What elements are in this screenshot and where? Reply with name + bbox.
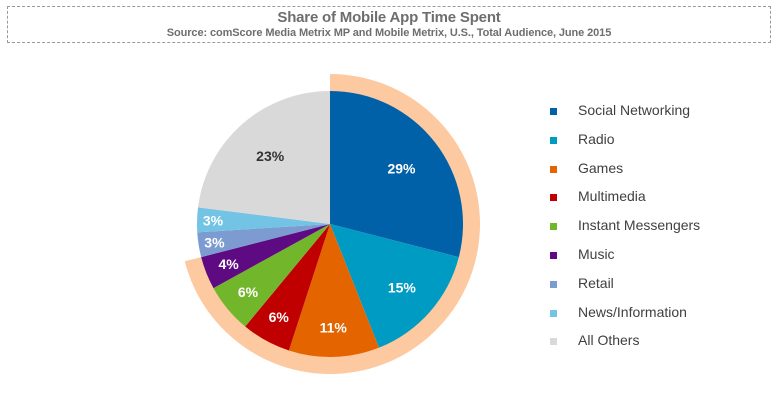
slice-label: 6% (238, 284, 259, 300)
legend-swatch (550, 223, 557, 231)
pie-slice-multimedia[interactable] (245, 224, 330, 351)
slice-label: 3% (204, 234, 225, 250)
chart-header: Share of Mobile App Time Spent Source: c… (7, 6, 771, 43)
slice-label: 3% (203, 212, 224, 228)
pie-slice-news-information[interactable] (197, 207, 330, 233)
chart-subtitle: Source: comScore Media Metrix MP and Mob… (166, 27, 612, 39)
legend-label: Multimedia (578, 188, 646, 205)
legend-label: Social Networking (578, 102, 691, 118)
legend-label: Retail (578, 274, 614, 291)
slice-label-layer: 29% 15% 11% 6% 6% 4% 3% 3% 23% (203, 148, 416, 336)
legend-swatch (550, 251, 557, 259)
pie-slice-games[interactable] (288, 224, 379, 357)
pie-slice-radio[interactable] (330, 224, 459, 348)
legend-label: All Others (578, 332, 640, 349)
slice-label: 6% (269, 309, 290, 325)
legend-label: News/Information (578, 303, 687, 320)
pie-slice-music[interactable] (201, 224, 330, 289)
legend-label: Games (578, 159, 624, 176)
legend-swatch (550, 136, 557, 144)
pie-slice-social-networking[interactable] (330, 91, 463, 258)
slice-label: 4% (218, 256, 239, 272)
slice-label: 23% (256, 148, 285, 164)
pie-slice-retail[interactable] (197, 224, 330, 258)
pie-slice-all-others[interactable] (198, 91, 330, 224)
slice-layer (197, 91, 463, 357)
legend-label: Music (578, 245, 615, 262)
legend-label: Instant Messengers (578, 217, 701, 234)
legend-swatch (550, 194, 557, 202)
slice-label: 11% (320, 320, 348, 336)
legend-label: Radio (578, 130, 615, 147)
slice-label: 29% (387, 161, 416, 177)
pie-slice-instant-messengers[interactable] (213, 224, 330, 327)
legend-swatch (550, 338, 557, 346)
legend-swatch (550, 165, 557, 173)
legend-swatch (550, 309, 557, 317)
slice-label: 15% (388, 279, 417, 295)
legend-swatch (550, 280, 557, 288)
legend-swatch (550, 108, 557, 115)
chart-title: Share of Mobile App Time Spent (277, 9, 501, 26)
